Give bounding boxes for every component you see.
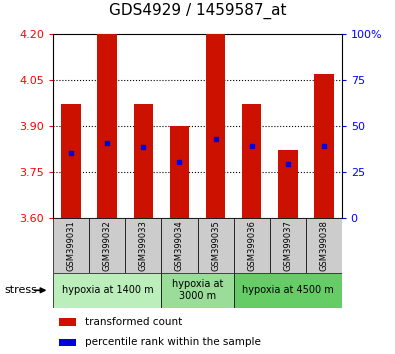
- FancyBboxPatch shape: [53, 218, 89, 273]
- FancyBboxPatch shape: [89, 218, 126, 273]
- FancyBboxPatch shape: [162, 218, 198, 273]
- Bar: [134, 104, 153, 218]
- Text: GSM399034: GSM399034: [175, 220, 184, 270]
- Bar: [59, 318, 76, 326]
- Text: hypoxia at 4500 m: hypoxia at 4500 m: [242, 285, 333, 295]
- Text: GSM399033: GSM399033: [139, 220, 148, 270]
- Text: hypoxia at 1400 m: hypoxia at 1400 m: [62, 285, 153, 295]
- Text: hypoxia at
3000 m: hypoxia at 3000 m: [172, 279, 223, 301]
- Text: percentile rank within the sample: percentile rank within the sample: [85, 337, 261, 347]
- Text: GSM399032: GSM399032: [103, 220, 112, 270]
- FancyBboxPatch shape: [270, 218, 306, 273]
- FancyBboxPatch shape: [53, 273, 162, 308]
- Text: GSM399037: GSM399037: [283, 220, 292, 270]
- Text: GSM399031: GSM399031: [67, 220, 76, 270]
- Text: stress: stress: [4, 285, 37, 295]
- Bar: [59, 338, 76, 346]
- Text: transformed count: transformed count: [85, 317, 182, 327]
- Text: GDS4929 / 1459587_at: GDS4929 / 1459587_at: [109, 2, 286, 19]
- Bar: [62, 104, 81, 218]
- Bar: [242, 104, 261, 218]
- FancyBboxPatch shape: [162, 273, 233, 308]
- Text: GSM399038: GSM399038: [319, 220, 328, 270]
- Text: GSM399036: GSM399036: [247, 220, 256, 270]
- FancyBboxPatch shape: [198, 218, 233, 273]
- Bar: [278, 150, 297, 218]
- Bar: [206, 34, 226, 218]
- Text: GSM399035: GSM399035: [211, 220, 220, 270]
- Bar: [169, 126, 189, 218]
- FancyBboxPatch shape: [233, 218, 270, 273]
- FancyBboxPatch shape: [306, 218, 342, 273]
- FancyBboxPatch shape: [233, 273, 342, 308]
- Bar: [314, 74, 333, 218]
- Bar: [98, 34, 117, 218]
- FancyBboxPatch shape: [126, 218, 162, 273]
